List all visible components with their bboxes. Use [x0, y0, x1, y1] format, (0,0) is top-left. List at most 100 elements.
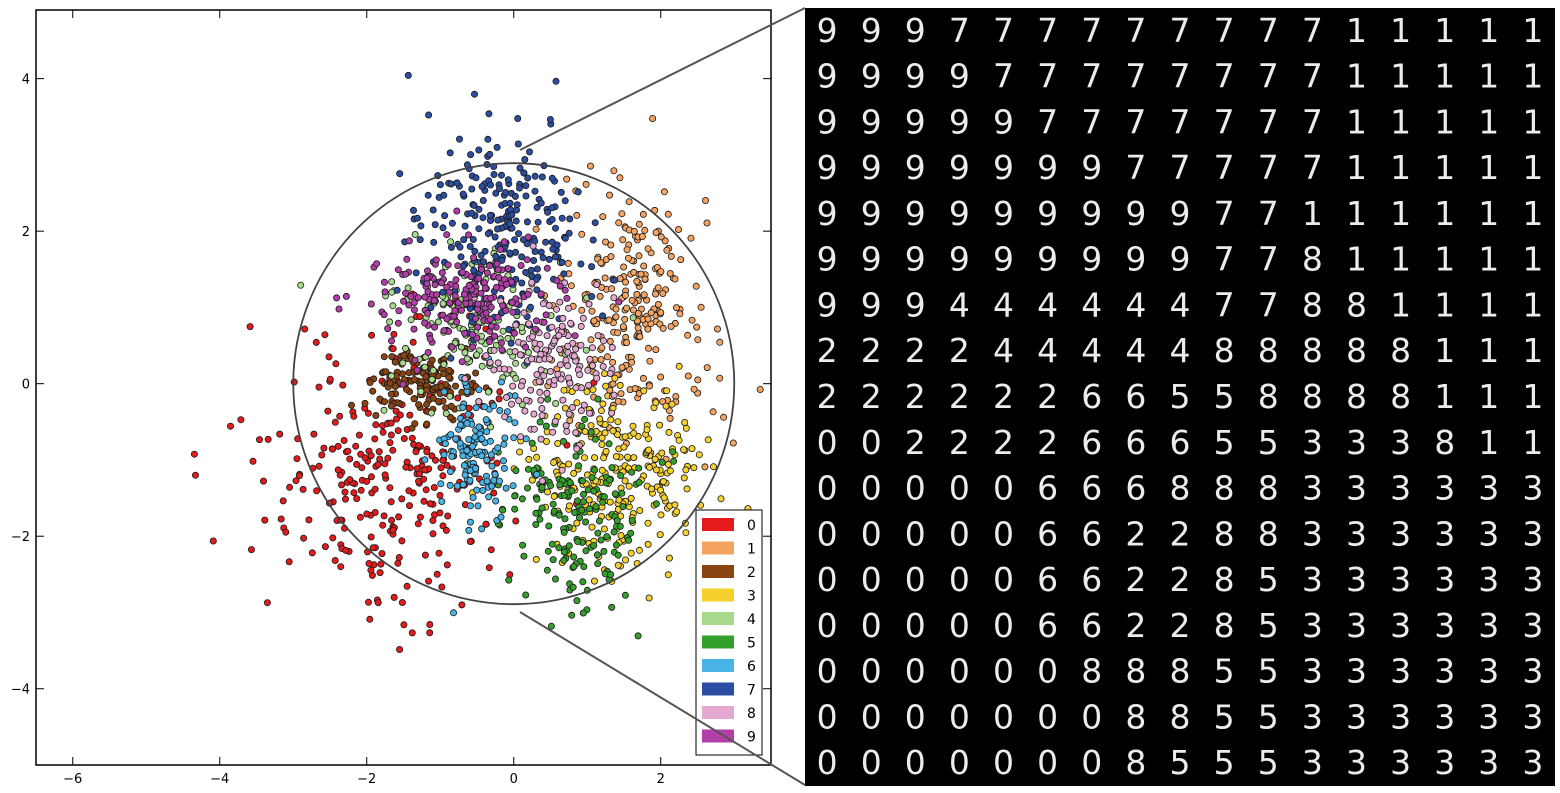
data-point — [485, 564, 493, 572]
data-point — [190, 450, 198, 458]
data-point — [490, 170, 498, 178]
data-point — [594, 560, 602, 568]
data-point — [299, 485, 307, 493]
data-point — [586, 355, 594, 363]
data-point — [366, 378, 374, 386]
data-point — [556, 481, 564, 489]
data-point — [566, 215, 574, 223]
data-point — [500, 464, 508, 472]
data-point — [469, 493, 477, 501]
data-point — [616, 522, 624, 530]
data-point — [558, 322, 566, 330]
data-point — [276, 430, 284, 438]
digit-cell: 7 — [1125, 11, 1146, 50]
digit-cell: 2 — [861, 377, 882, 416]
data-point — [478, 182, 486, 190]
data-point — [629, 422, 637, 430]
data-point — [539, 300, 547, 308]
digit-cell: 8 — [1390, 377, 1411, 416]
data-point — [376, 569, 384, 577]
data-point — [372, 411, 380, 419]
data-point — [346, 476, 354, 484]
digit-cell: 8 — [1302, 240, 1323, 279]
digit-cell: 9 — [861, 102, 882, 141]
data-point — [485, 110, 493, 118]
data-point — [623, 246, 631, 254]
digit-cell: 8 — [1346, 377, 1367, 416]
data-point — [568, 611, 576, 619]
data-point — [580, 563, 588, 571]
data-point — [555, 511, 563, 519]
data-point — [635, 220, 643, 228]
data-point — [426, 621, 434, 629]
data-point — [520, 169, 528, 177]
data-point — [464, 410, 472, 418]
data-point — [264, 435, 272, 443]
data-point — [293, 455, 301, 463]
data-point — [543, 264, 551, 272]
digit-cell: 2 — [993, 377, 1014, 416]
data-point — [532, 225, 540, 233]
data-point — [582, 518, 590, 526]
digit-cell: 3 — [1478, 743, 1499, 782]
digit-cell: 7 — [1258, 148, 1279, 187]
data-point — [729, 439, 737, 447]
digit-cell: 9 — [1081, 240, 1102, 279]
data-point — [651, 455, 659, 463]
data-point — [588, 292, 596, 300]
data-point — [416, 313, 424, 321]
data-point — [558, 214, 566, 222]
digit-cell: 4 — [1081, 286, 1102, 325]
data-point — [546, 367, 554, 375]
data-point — [506, 220, 514, 228]
data-point — [335, 305, 343, 313]
data-point — [604, 353, 612, 361]
digit-cell: 9 — [817, 11, 838, 50]
data-point — [652, 228, 660, 236]
data-point — [249, 457, 257, 465]
data-point — [436, 509, 444, 517]
data-point — [614, 329, 622, 337]
data-point — [608, 409, 616, 417]
data-point — [585, 300, 593, 308]
data-point — [684, 372, 692, 380]
data-point — [497, 378, 505, 386]
data-point — [664, 210, 672, 218]
digit-cell: 2 — [905, 377, 926, 416]
data-point — [484, 230, 492, 238]
data-point — [500, 238, 508, 246]
data-point — [421, 551, 429, 559]
digit-cell: 6 — [1125, 377, 1146, 416]
data-point — [532, 509, 540, 517]
data-point — [600, 547, 608, 555]
digit-cell: 4 — [1125, 331, 1146, 370]
legend-swatch — [702, 729, 734, 743]
data-point — [657, 268, 665, 276]
legend-label: 8 — [747, 706, 756, 722]
data-point — [436, 491, 444, 499]
data-point — [526, 148, 534, 156]
data-point — [657, 309, 665, 317]
data-point — [377, 560, 385, 568]
data-point — [636, 506, 644, 514]
data-point — [530, 256, 538, 264]
data-point — [652, 500, 660, 508]
data-point — [701, 463, 709, 471]
digit-cell: 9 — [817, 286, 838, 325]
digit-cell: 6 — [1081, 377, 1102, 416]
data-point — [490, 332, 498, 340]
data-point — [565, 502, 573, 510]
legend-swatch — [702, 612, 734, 625]
data-point — [372, 421, 380, 429]
data-point — [688, 445, 696, 453]
data-point — [380, 353, 388, 361]
digit-cell: 9 — [817, 194, 838, 233]
data-point — [380, 512, 388, 520]
data-point — [606, 476, 614, 484]
digit-cell: 0 — [817, 514, 838, 553]
data-point — [548, 204, 556, 212]
data-point — [426, 335, 434, 343]
data-point — [645, 344, 653, 352]
data-point — [548, 323, 556, 331]
digit-cell: 9 — [1037, 148, 1058, 187]
